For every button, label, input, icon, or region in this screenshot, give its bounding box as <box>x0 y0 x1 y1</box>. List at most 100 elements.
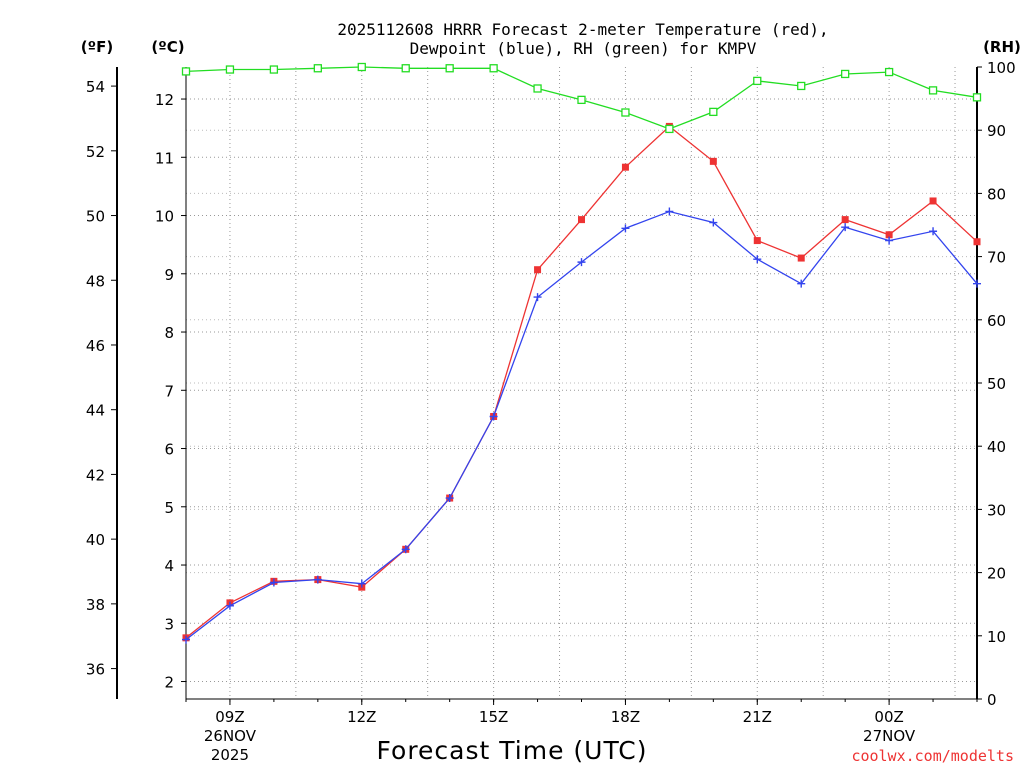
axes <box>111 66 982 705</box>
x-tick-date-label: 27NOV <box>863 727 916 745</box>
tick-labels: 36 38 40 42 44 46 48 50 52 54 2 3 4 5 6 7 8 9 10 11 12 0 10 20 3… <box>86 59 1016 764</box>
temperature-point <box>885 231 893 239</box>
rh-point <box>533 84 542 93</box>
rh-tick-label: 50 <box>987 375 1006 393</box>
x-tick-label: 09Z <box>215 708 244 726</box>
f-tick-label: 48 <box>86 272 105 290</box>
dewpoint-point <box>929 227 938 236</box>
f-tick-label: 42 <box>86 466 105 484</box>
dewpoint-point <box>797 279 806 288</box>
data-series <box>181 62 982 644</box>
c-tick-label: 7 <box>164 382 174 400</box>
dewpoint-point <box>357 579 366 588</box>
c-tick-label: 6 <box>164 441 174 459</box>
rh-point <box>225 65 235 74</box>
dewpoint-point <box>445 494 454 503</box>
x-tick-label: 21Z <box>743 708 772 726</box>
temperature-point <box>973 238 981 246</box>
dewpoint-point <box>577 258 586 267</box>
temperature-point <box>797 254 805 262</box>
x-tick-label: 15Z <box>479 708 508 726</box>
rh-point <box>313 64 322 73</box>
f-tick-label: 38 <box>86 596 105 614</box>
rh-tick-label: 80 <box>987 185 1006 203</box>
rh-point <box>753 76 762 86</box>
x-tick-year-label: 2025 <box>211 746 249 764</box>
dewpoint-point <box>753 255 762 264</box>
c-tick-label: 11 <box>155 149 174 167</box>
rh-point <box>972 93 982 102</box>
dewpoint-point <box>885 236 894 245</box>
rh-tick-label: 20 <box>987 565 1006 583</box>
gridlines <box>186 67 977 699</box>
rh-point <box>797 81 806 91</box>
dewpoint-point <box>182 635 190 644</box>
temperature-point <box>534 266 542 274</box>
rh-point <box>884 67 894 77</box>
dewpoint-point <box>665 207 674 216</box>
dewpoint-line <box>185 210 978 641</box>
c-tick-label: 3 <box>164 615 174 633</box>
dewpoint-point <box>269 578 278 587</box>
dewpoint-point <box>621 224 630 233</box>
rh-point <box>665 124 674 134</box>
rh-point <box>269 65 279 74</box>
f-tick-label: 52 <box>86 143 105 161</box>
f-tick-label: 44 <box>86 402 105 420</box>
temperature-point <box>753 237 761 245</box>
credit-text: coolwx.com/modelts <box>851 747 1014 765</box>
x-axis-label: Forecast Time (UTC) <box>377 736 648 765</box>
c-tick-label: 5 <box>164 499 174 517</box>
rh-tick-label: 70 <box>987 249 1006 267</box>
rh-point <box>181 67 191 76</box>
temperature-line <box>185 125 978 639</box>
rh-point <box>357 62 366 72</box>
f-tick-label: 36 <box>86 661 105 679</box>
temperature-point <box>621 163 629 171</box>
rh-point <box>401 64 410 73</box>
c-tick-label: 8 <box>164 324 174 342</box>
rh-point <box>577 95 586 105</box>
rh-tick-label: 90 <box>987 122 1006 140</box>
f-tick-label: 50 <box>86 208 105 226</box>
dewpoint-point <box>841 223 850 232</box>
dewpoint-point <box>313 575 322 584</box>
f-tick-label: 40 <box>86 531 105 549</box>
dewpoint-point <box>489 412 498 421</box>
chart-title-line1: 2025112608 HRRR Forecast 2-meter Tempera… <box>337 20 828 39</box>
rh-tick-label: 30 <box>987 501 1006 519</box>
dewpoint-point <box>533 293 542 302</box>
f-tick-label: 54 <box>86 78 105 96</box>
rh-tick-label: 100 <box>987 59 1016 77</box>
rh-tick-label: 60 <box>987 312 1006 330</box>
x-tick-label: 00Z <box>874 708 903 726</box>
c-tick-label: 2 <box>164 674 174 692</box>
rh-point <box>489 64 498 73</box>
x-tick-label: 12Z <box>347 708 376 726</box>
x-tick-label: 18Z <box>611 708 640 726</box>
c-tick-label: 4 <box>164 557 174 575</box>
c-tick-label: 12 <box>155 91 174 109</box>
rh-point <box>928 86 938 95</box>
rh-tick-label: 0 <box>987 691 997 709</box>
dewpoint-point <box>973 279 981 288</box>
fahrenheit-unit-label: (ºF) <box>81 38 113 56</box>
f-tick-label: 46 <box>86 337 105 355</box>
dewpoint-point <box>709 218 718 227</box>
temperature-point <box>841 216 849 224</box>
rh-unit-label: (RH) <box>983 38 1021 56</box>
rh-point <box>621 108 630 117</box>
dewpoint-point <box>225 601 234 610</box>
c-tick-label: 10 <box>155 208 174 226</box>
rh-point <box>709 107 718 117</box>
temperature-point <box>578 216 585 224</box>
chart-title-line2: Dewpoint (blue), RH (green) for KMPV <box>410 39 757 58</box>
celsius-unit-label: (ºC) <box>151 38 184 56</box>
rh-tick-label: 10 <box>987 628 1006 646</box>
temperature-point <box>929 197 937 205</box>
c-tick-label: 9 <box>164 266 174 284</box>
rh-point <box>445 64 454 73</box>
rh-tick-label: 40 <box>987 438 1006 456</box>
temperature-point <box>709 157 717 165</box>
